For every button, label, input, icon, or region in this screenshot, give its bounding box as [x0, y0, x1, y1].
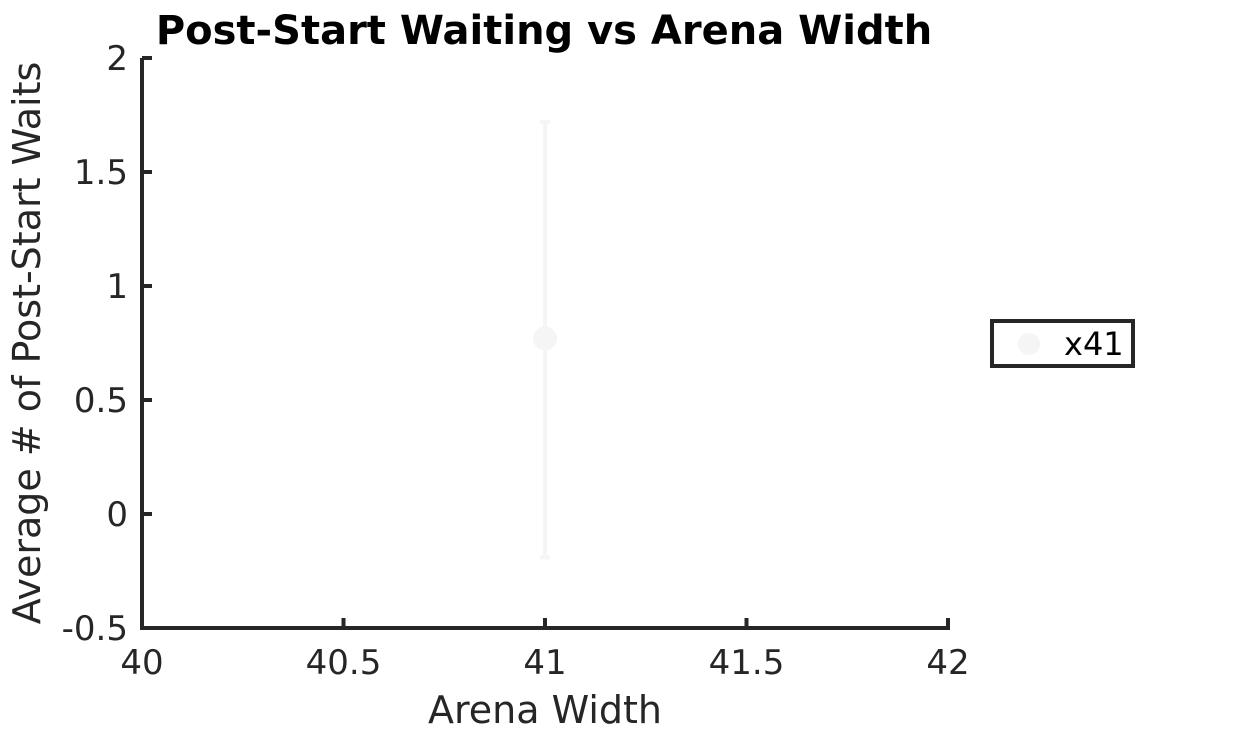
legend-marker [1018, 333, 1040, 355]
x-axis-label: Arena Width [428, 688, 662, 732]
x-tick-label: 41.5 [709, 643, 785, 683]
x-tick-label: 41 [523, 643, 566, 683]
y-tick-label: -0.5 [62, 609, 128, 649]
y-tick-label: 0 [106, 495, 128, 535]
chart-title: Post-Start Waiting vs Arena Width [156, 8, 932, 54]
x-tick-label: 40.5 [306, 643, 382, 683]
x-tick-label: 42 [926, 643, 969, 683]
y-tick-label: 2 [106, 39, 128, 79]
y-tick-label: 0.5 [74, 381, 128, 421]
x-ticks: 40 40.5 41 41.5 42 [120, 618, 970, 683]
x-tick-label: 40 [120, 643, 163, 683]
y-tick-label: 1.5 [74, 153, 128, 193]
legend: x41 [990, 319, 1135, 368]
data-point [533, 326, 557, 351]
y-tick-label: 1 [106, 267, 128, 307]
legend-label: x41 [1064, 325, 1124, 363]
plot-area [533, 119, 557, 560]
y-axis-label: Average # of Post-Start Waits [5, 62, 49, 625]
y-ticks: -0.5 0 0.5 1 1.5 2 [62, 39, 152, 649]
legend-box [990, 319, 1135, 368]
